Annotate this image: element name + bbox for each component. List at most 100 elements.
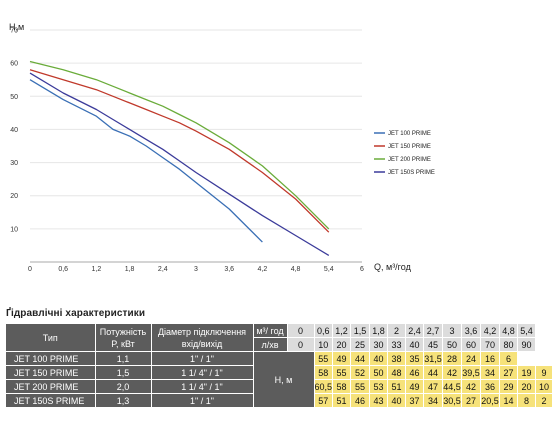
head-value-cell: 20,5 [480,393,501,408]
flow-lmin-cell: 40 [405,337,425,352]
legend-label: JET 150 PRIME [388,144,431,150]
header-power-line2: P, кВт [111,338,135,349]
hydraulic-spec-table: Тип Потужність P, кВт Діаметр підключення вх… [6,324,554,408]
head-value-cell: 51 [387,379,407,394]
table-row: JET 150 PRIME 1,5 1 1/ 4" / 1" 58 55 52 50 48 46… [6,365,554,380]
x-tick-label: 2,4 [158,266,168,273]
flow-m3h-cell: 3,6 [461,324,482,338]
head-value-cell: 30,5 [442,393,463,408]
x-tick-label: 4,2 [258,266,268,273]
head-value-cell: 6 [499,351,519,366]
power-cell: 1,5 [95,365,152,380]
x-tick-label: 4,8 [291,266,301,273]
flow-lmin-cell: 25 [350,337,371,352]
head-value-cell: 55 [350,379,371,394]
head-value-cell: 53 [369,379,389,394]
flow-m3h-cell: 4,2 [480,324,501,338]
head-value-cell: 42 [461,379,482,394]
head-value-cell [517,351,537,366]
flow-lmin-cell: 0 [287,337,315,352]
head-value-cell: 39,5 [461,365,482,380]
x-tick-label: 3,6 [224,266,234,273]
x-tick-label: 0 [28,266,32,273]
flow-m3h-cell: 2,7 [423,324,444,338]
x-tick-label: 3 [194,266,198,273]
flow-m3h-cell: 0,6 [314,324,334,338]
head-value-cell: 2 [535,393,554,408]
head-value-cell: 31,5 [423,351,444,366]
head-value-cell: 24 [461,351,482,366]
x-axis-label: Q, м³/год [374,262,412,272]
x-tick-label: 0,6 [58,266,68,273]
y-tick-label: 50 [10,94,18,101]
head-value-cell: 10 [535,379,554,394]
power-cell: 2,0 [95,379,152,394]
spec-table-title: Ґідравлічні характеристики [6,308,146,319]
head-value-cell: 27 [461,393,482,408]
series-line-jet-150s-prime [29,72,330,256]
spec-table-body: Тип Потужність P, кВт Діаметр підключення вх… [6,324,554,408]
y-tick-label: 70 [10,28,18,35]
header-power-line1: Потужність [99,326,147,337]
head-value-cell: 49 [332,351,352,366]
flow-m3h-cell: 1,5 [350,324,371,338]
pump-curve-chart: 10 20 30 40 50 60 70 0 0,6 1,2 1,8 2,4 3 3,6 4,2 4,8 5,… [9,22,435,273]
legend-label: JET 200 PRIME [388,157,431,163]
flow-m3h-cell: 1,8 [369,324,389,338]
header-diameter-line2: вхід/вихід [181,338,223,349]
flow-m3h-cell: 2,4 [405,324,425,338]
model-cell: JET 100 PRIME [6,351,96,366]
power-cell: 1,3 [95,393,152,408]
head-value-cell: 43 [369,393,389,408]
y-tick-label: 20 [10,193,18,200]
head-value-cell: 36 [480,379,501,394]
table-header-row: Тип Потужність P, кВт Діаметр підключення вх… [6,324,553,352]
header-diameter: Діаметр підключення вхід/вихід [151,324,254,352]
head-value-cell: 58 [314,365,334,380]
legend-label: JET 150S PRIME [388,170,435,176]
head-value-cell: 48 [387,365,407,380]
flow-lmin-cell: 45 [423,337,444,352]
chart-legend: JET 100 PRIME JET 150 PRIME JET 200 PRIME J… [374,131,435,176]
model-cell: JET 150 PRIME [6,365,96,380]
head-value-cell: 14 [499,393,519,408]
head-value-cell: 47 [423,379,444,394]
chart-gridlines [30,29,362,230]
head-value-cell: 37 [405,393,425,408]
flow-m3h-cell: 2 [387,324,407,338]
series-line-jet-100-prime [29,79,263,243]
flow-m3h-cell: 4,8 [499,324,519,338]
x-tick-label: 5,4 [324,266,334,273]
flow-lmin-cell: 20 [332,337,352,352]
flow-lmin-cell: 10 [314,337,334,352]
y-axis-label: H,м [9,22,24,32]
head-value-cell: 55 [314,351,334,366]
flow-lmin-cell: 60 [461,337,482,352]
flow-lmin-cell: 33 [387,337,407,352]
diameter-cell: 1 1/ 4" / 1" [151,379,254,394]
flow-lmin-cell: 90 [517,337,537,352]
head-value-cell: 58 [332,379,352,394]
head-value-cell: 29 [499,379,519,394]
header-head: Н, м [253,351,315,408]
head-value-cell: 44 [350,351,371,366]
flow-lmin-cell: 80 [499,337,519,352]
head-value-cell: 35 [405,351,425,366]
table-row: JET 150S PRIME 1,3 1" / 1" 57 51 46 43 40 37 34 30… [6,393,554,408]
y-tick-label: 30 [10,160,18,167]
y-tick-labels: 10 20 30 40 50 60 70 [10,28,18,234]
head-value-cell [535,351,554,366]
flow-lmin-cell: 30 [369,337,389,352]
head-value-cell: 34 [480,365,501,380]
header-power: Потужність P, кВт [95,324,152,352]
table-row: JET 200 PRIME 2,0 1 1/ 4" / 1" 60,5 58 55 53 51… [6,379,554,394]
flow-m3h-cell: 3 [442,324,463,338]
table-header-row: л/хв 0 10 20 25 30 33 40 45 50 60 70 80 90 [6,337,553,352]
head-value-cell: 27 [499,365,519,380]
head-value-cell: 50 [369,365,389,380]
head-value-cell: 9 [535,365,554,380]
header-flow-lmin: л/хв [253,337,288,352]
flow-lmin-cell: 50 [442,337,463,352]
head-value-cell: 46 [405,365,425,380]
head-value-cell: 20 [517,379,537,394]
